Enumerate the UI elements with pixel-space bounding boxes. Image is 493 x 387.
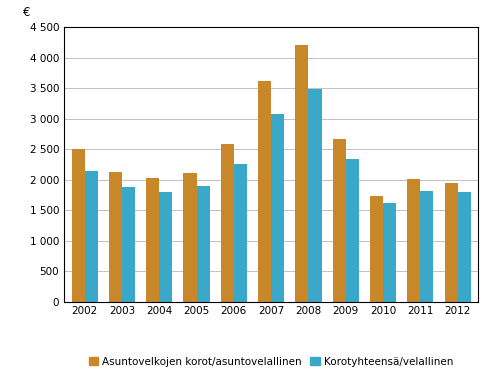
Text: €: € [23,6,30,19]
Bar [183,173,197,302]
Bar [271,115,284,302]
Bar [421,191,433,302]
Bar [71,149,85,302]
Bar [445,183,458,302]
Bar [333,139,346,302]
Bar [221,144,234,302]
Bar [85,171,98,302]
Bar [234,164,247,302]
Bar [197,187,210,302]
Bar [159,192,172,302]
Bar [122,187,135,302]
Bar [346,159,359,302]
Bar [383,203,396,302]
Bar [309,89,321,302]
Bar [458,192,471,302]
Bar [109,172,122,302]
Legend: Asuntovelkojen korot/asuntovelallinen, Korotyhteensä/velallinen: Asuntovelkojen korot/asuntovelallinen, K… [89,356,454,366]
Bar [258,81,271,302]
Bar [370,195,383,302]
Bar [295,45,309,302]
Bar [407,179,421,302]
Bar [146,178,159,302]
